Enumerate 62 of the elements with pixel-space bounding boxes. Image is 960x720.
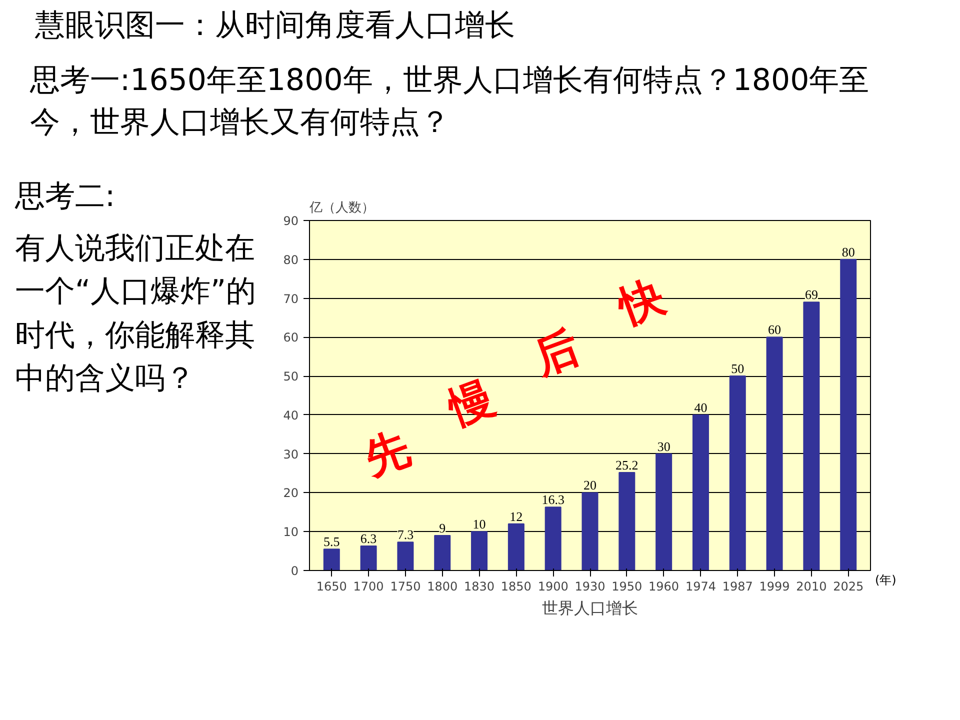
x-tick-label: 1960 <box>648 580 680 594</box>
text: (年) <box>875 572 896 589</box>
y-tick-label: 40 <box>283 408 299 422</box>
text: 思考二: <box>15 178 116 216</box>
chart-title: 慧眼识图一：从时间角度看人口增长 <box>35 7 515 45</box>
x-tick-label: 1974 <box>685 580 716 594</box>
x-tick-label: 1800 <box>427 580 458 594</box>
y-tick-label: 90 <box>283 214 299 228</box>
x-tick-label: 1830 <box>464 580 495 594</box>
x-tick-label: 2010 <box>796 580 827 594</box>
y-tick-label: 0 <box>290 564 299 578</box>
bar <box>508 523 524 570</box>
data-label: 20 <box>584 478 596 493</box>
x-tick-label: 1900 <box>538 580 568 594</box>
data-label: 9 <box>439 520 446 536</box>
x-tick-label: 1700 <box>353 580 384 594</box>
data-label: 50 <box>731 361 744 376</box>
x-tick-label: 2025 <box>833 580 864 594</box>
x-tick-label: 1930 <box>574 580 606 594</box>
bar <box>656 453 672 570</box>
data-label: 10 <box>472 516 486 532</box>
y-tick-label: 10 <box>283 525 299 540</box>
data-label: 12 <box>510 508 523 524</box>
data-label: 6.3 <box>360 531 377 546</box>
y-tick-label: 60 <box>283 330 299 345</box>
bar <box>323 548 340 570</box>
data-label: 16.3 <box>542 492 564 508</box>
x-tick-label: 1999 <box>759 580 790 594</box>
y-tick-label: 70 <box>283 292 299 306</box>
x-axis-title: 世界人口增长 <box>542 598 638 618</box>
y-tick-label: 50 <box>283 370 299 384</box>
bar <box>766 336 783 570</box>
bar <box>692 414 709 570</box>
data-label: 5.5 <box>324 534 340 550</box>
data-label: 60 <box>768 322 782 338</box>
bar <box>544 506 562 570</box>
x-tick-label: 1950 <box>612 580 642 594</box>
bar <box>840 258 857 570</box>
text: 有人说我们正处在一个“人口爆炸”的时代，你能解释其中的含义吗？ <box>15 230 258 398</box>
data-label: 80 <box>842 244 855 260</box>
x-tick-label: 1850 <box>500 580 532 594</box>
y-tick-label: 20 <box>283 486 299 500</box>
data-label: 25.2 <box>616 458 638 472</box>
bar <box>729 376 746 570</box>
data-label: 30 <box>657 438 670 454</box>
y-tick-label: 80 <box>283 252 299 267</box>
data-label: 40 <box>694 400 708 415</box>
x-tick-label: 1650 <box>316 580 347 594</box>
bar <box>397 542 414 570</box>
bar <box>434 535 451 570</box>
bar <box>582 492 598 570</box>
y-tick-label: 30 <box>283 447 299 462</box>
y-axis-title: 亿（人数） <box>308 200 374 216</box>
bar <box>471 531 488 570</box>
x-tick-label: 1987 <box>722 580 753 594</box>
data-label: 7.3 <box>397 527 414 542</box>
bar <box>360 546 377 570</box>
data-label: 69 <box>804 287 818 302</box>
bar <box>803 302 820 570</box>
x-tick-label: 1750 <box>390 580 421 594</box>
bar <box>618 472 636 570</box>
chart-subtitle: 思考一:1650年至1800年，世界人口增长有何特点？1800年至今，世界人口增长又有何特点？ <box>30 62 870 142</box>
